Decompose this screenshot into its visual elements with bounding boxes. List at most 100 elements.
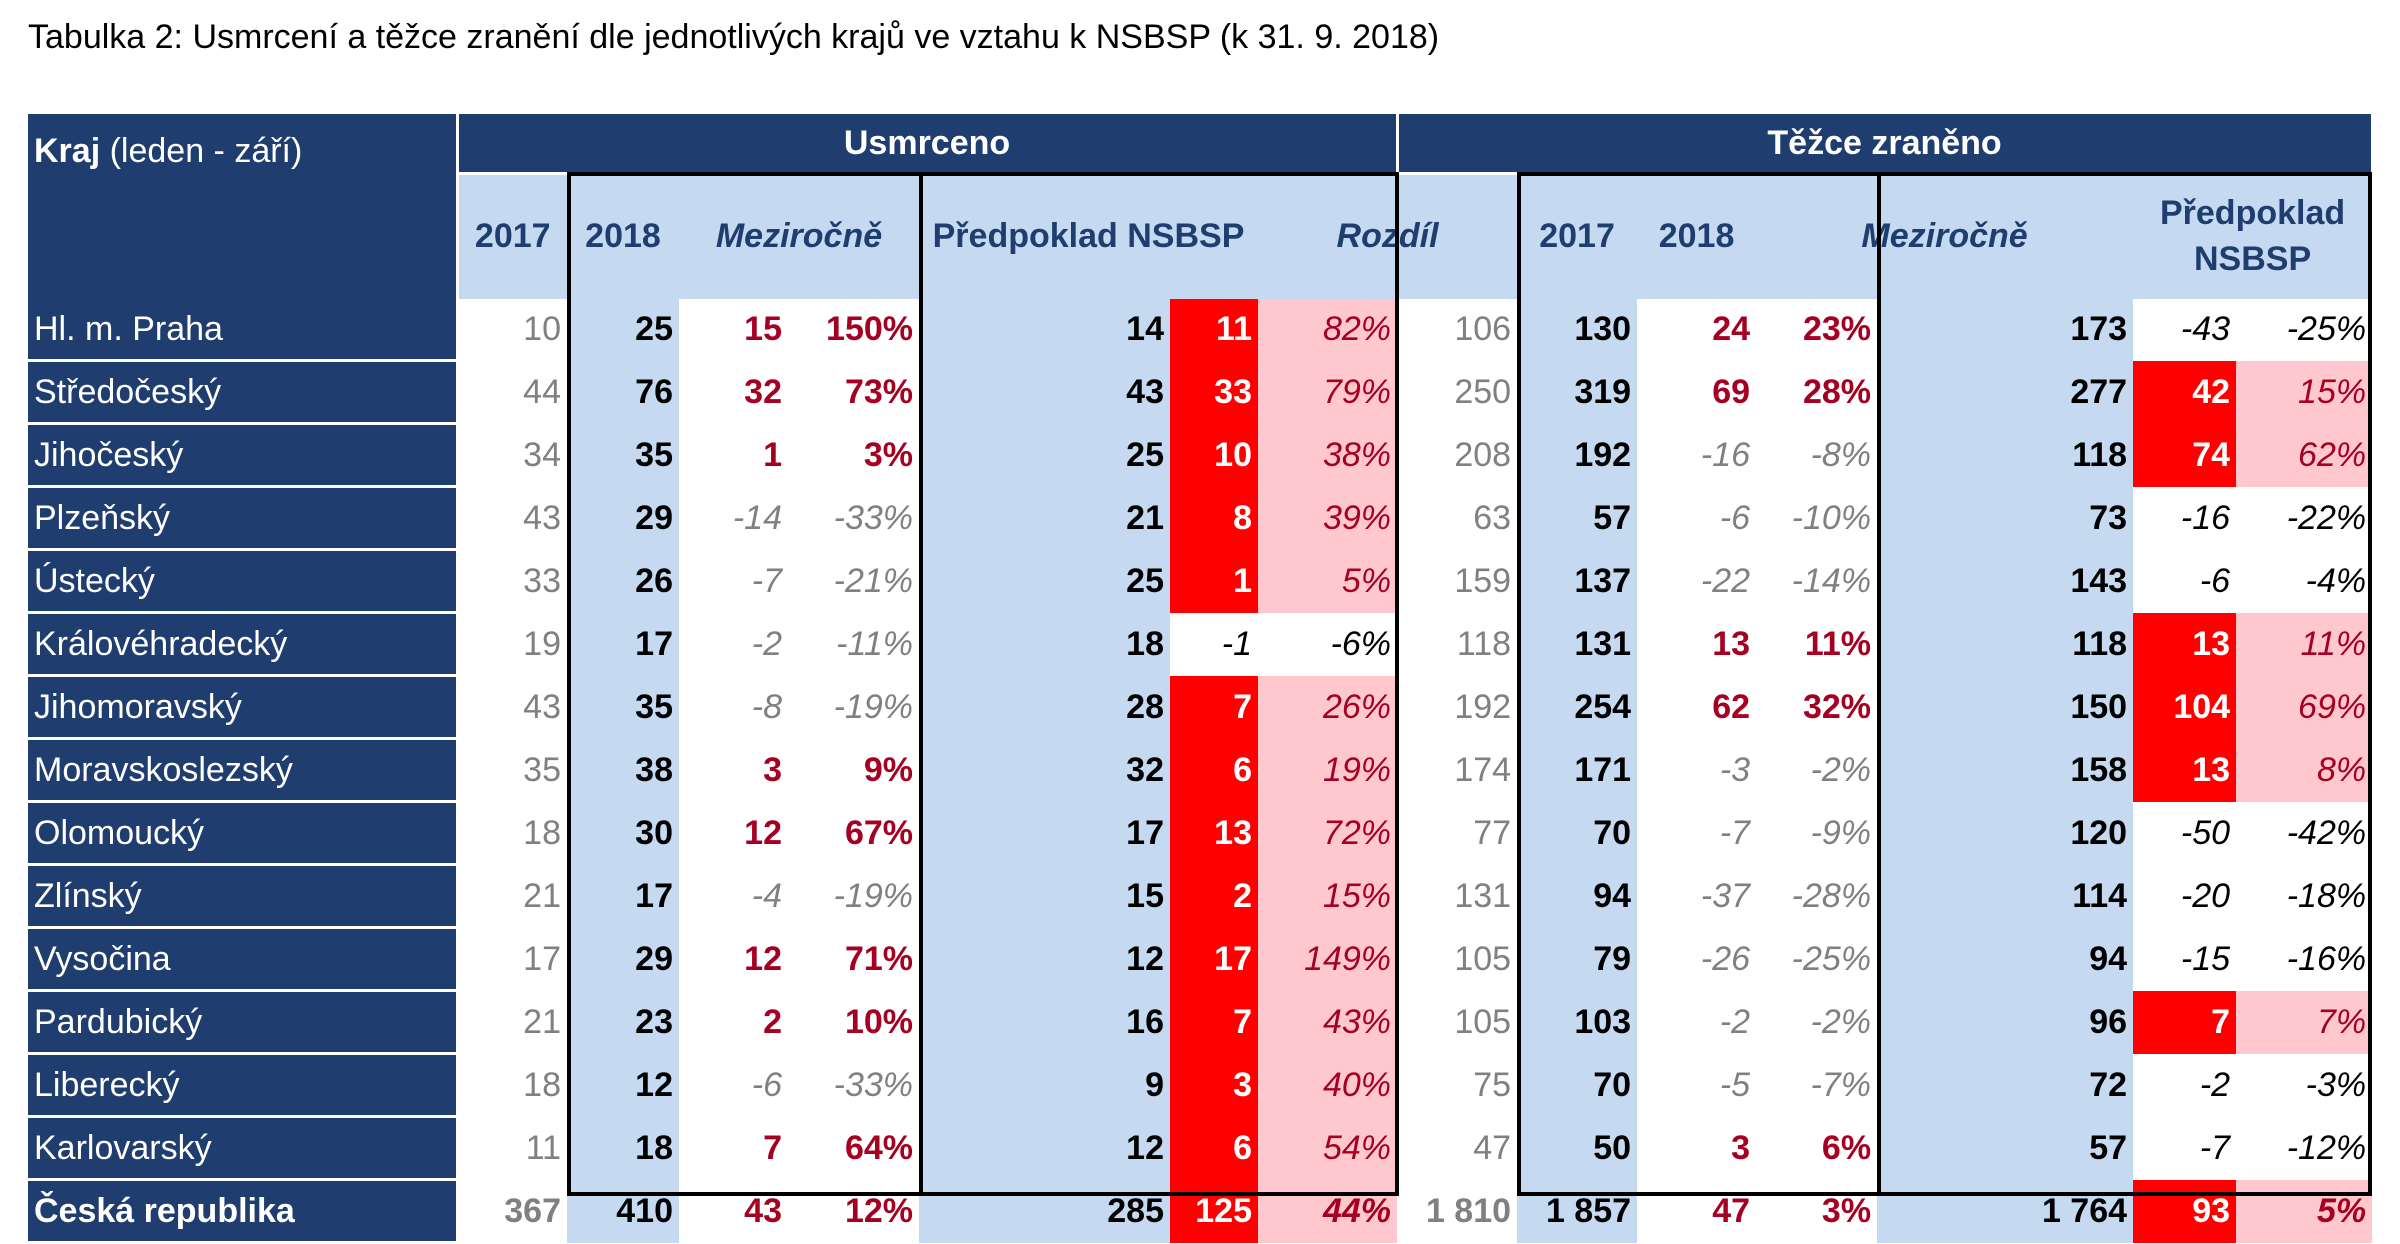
cell: 3 (1170, 1053, 1258, 1117)
cell: 33 (523, 561, 561, 600)
cell: 32 (919, 738, 1170, 802)
cell: -14% (1791, 561, 1872, 600)
region-name: Karlovarský (28, 1116, 459, 1181)
cell: 118 (1877, 423, 2134, 487)
cell: -26 (1700, 939, 1751, 978)
cell: 21 (523, 1002, 561, 1041)
cell: -28% (1791, 876, 1872, 915)
cell: -2 (1719, 1002, 1751, 1041)
cell: 15% (2236, 360, 2373, 424)
cell: 54% (1258, 1116, 1398, 1180)
cell: 13 (1712, 624, 1751, 663)
cell: 12 (919, 1116, 1170, 1180)
cell: -6 (751, 1065, 782, 1104)
cell: -16 (1700, 435, 1751, 474)
table-row: Liberecký 18 12 -6 -33% 9 3 40% 75 70 -5 -7% 72 -2 -3% (28, 1053, 2372, 1118)
cell: 19% (1258, 738, 1398, 802)
cell: 33 (1170, 360, 1258, 424)
cell: -2% (1810, 1002, 1872, 1041)
cell: 5% (1258, 549, 1398, 613)
region-name: Moravskoslezský (28, 738, 459, 803)
cell: -16 (2180, 498, 2231, 537)
cell: 28% (1802, 372, 1872, 411)
cell: 250 (1454, 372, 1512, 411)
cell: 17 (523, 939, 561, 978)
cell: 64% (844, 1128, 913, 1167)
cell: 43 (744, 1191, 782, 1230)
cell: -2% (1810, 750, 1872, 789)
cell: 70 (1517, 801, 1638, 865)
cell: 131 (1454, 876, 1512, 915)
cell: 1 (763, 435, 782, 474)
cell: 94 (1877, 927, 2134, 991)
cell: 40% (1258, 1053, 1398, 1117)
cell: 15 (744, 310, 782, 349)
cell: 63 (1473, 498, 1512, 537)
cell: 8 (1170, 486, 1258, 550)
cell: 18 (919, 612, 1170, 676)
cell: 11 (525, 1128, 561, 1167)
cell: -6 (2199, 561, 2231, 600)
cell: 96 (1877, 990, 2134, 1054)
group-header: Usmrceno (457, 114, 1399, 175)
cell: 30 (567, 801, 679, 865)
cell: 28 (919, 675, 1170, 739)
region-name: Jihomoravský (28, 675, 459, 740)
data-table: Kraj (leden - září) Usmrceno Těžce zraněno… (28, 114, 2374, 1244)
cell: 77 (1473, 813, 1512, 852)
cell: 12% (844, 1191, 913, 1230)
cell: -33% (833, 1065, 913, 1104)
cell: 7 (763, 1128, 782, 1167)
cell: 44 (523, 372, 561, 411)
cell: 67% (844, 813, 913, 852)
cell: 74 (2133, 423, 2237, 487)
cell: 13 (2133, 612, 2237, 676)
cell: 47 (1473, 1128, 1512, 1167)
region-name: Liberecký (28, 1053, 459, 1118)
region-name: Olomoucký (28, 801, 459, 866)
cell: 159 (1454, 561, 1512, 600)
cell: 44% (1258, 1179, 1398, 1243)
cell: 130 (1517, 299, 1638, 361)
cell: 29 (567, 486, 679, 550)
cell: 125 (1170, 1179, 1258, 1243)
cell: 62 (1712, 687, 1751, 726)
cell: 10 (1170, 423, 1258, 487)
cell: -11% (836, 624, 913, 663)
cell: 93 (2133, 1179, 2237, 1243)
cell: 143 (1877, 549, 2134, 613)
header-row: 2017 2018 Meziročně Předpoklad NSBSP Rozdíl 2… (28, 173, 2373, 299)
cell: 26% (1258, 675, 1398, 739)
cell: 131 (1517, 612, 1638, 676)
table-row: Zlínský 21 17 -4 -19% 15 2 15% 131 94 -37 -28% 114 -2… (28, 864, 2372, 929)
cell: 7% (2236, 990, 2373, 1054)
cell: 192 (1454, 687, 1512, 726)
cell: 319 (1517, 360, 1638, 424)
table-row: Olomoucký 18 30 12 67% 17 13 72% 77 70 -7 -9% 120 -50… (28, 801, 2372, 866)
cell: 79% (1258, 360, 1398, 424)
cell: 69 (1712, 372, 1751, 411)
cell: 10% (844, 1002, 913, 1041)
cell: 17 (1170, 927, 1258, 991)
cell: 10 (523, 310, 561, 349)
cell: 15% (1258, 864, 1398, 928)
column-header: Meziročně (1756, 173, 2134, 299)
column-header: Rozdíl (1258, 173, 1518, 299)
cell: 2 (763, 1002, 782, 1041)
cell: -20 (2180, 876, 2231, 915)
cell: 9% (863, 750, 913, 789)
cell: 57 (1877, 1116, 2134, 1180)
cell: 34 (523, 435, 561, 474)
cell: 5% (2236, 1179, 2373, 1243)
header-text: Kraj (34, 132, 101, 170)
cell: 9 (919, 1053, 1170, 1117)
cell: 32% (1802, 687, 1872, 726)
table-row: Pardubický 21 23 2 10% 16 7 43% 105 103 -2 -2% 96 7 7% (28, 990, 2373, 1055)
cell: 17 (567, 612, 679, 676)
table-row: Jihočeský 34 35 1 3% 25 10 38% 208 192 -16 -8% 118 74… (28, 423, 2373, 488)
cell: 24 (1712, 310, 1751, 349)
table-row: Ústecký 33 26 -7 -21% 25 1 5% 159 137 -22 -14% 143 -6… (28, 549, 2372, 614)
region-name: Jihočeský (28, 423, 459, 488)
region-name: Pardubický (28, 990, 459, 1055)
